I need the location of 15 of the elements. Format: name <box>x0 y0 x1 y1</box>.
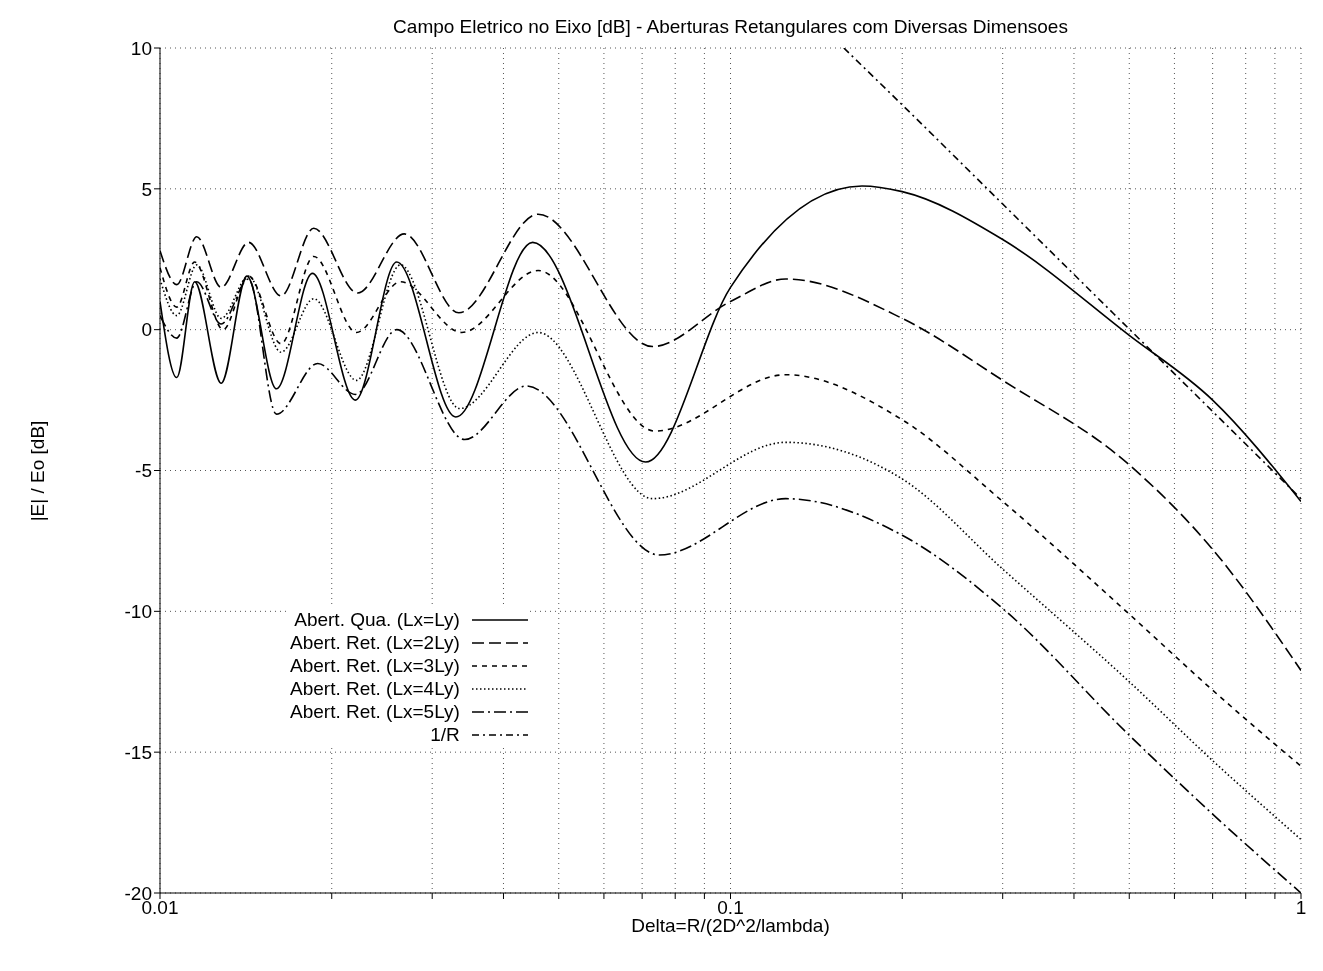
legend-label: Abert. Ret. (Lx=3Ly) <box>290 654 460 677</box>
y-tick-label: -15 <box>124 741 152 763</box>
y-axis-title: |E| / Eo [dB] <box>27 420 49 521</box>
y-tick-label: 0 <box>141 319 152 341</box>
y-tick-label: 10 <box>130 37 152 59</box>
legend-label: Abert. Qua. (Lx=Ly) <box>294 608 460 631</box>
y-tick-label: -5 <box>135 460 152 482</box>
legend-label: Abert. Ret. (Lx=2Ly) <box>290 631 460 654</box>
legend-label: Abert. Ret. (Lx=4Ly) <box>290 677 460 700</box>
y-tick-label: -10 <box>124 601 152 623</box>
x-tick-label: 1 <box>1295 897 1307 919</box>
legend-label: Abert. Ret. (Lx=5Ly) <box>290 700 460 723</box>
y-tick-label: 5 <box>141 178 152 200</box>
legend-label: 1/R <box>430 723 460 746</box>
chart-title: Campo Eletrico no Eixo [dB] - Aberturas Retangulares com Diversas Dimensoes <box>392 16 1069 38</box>
